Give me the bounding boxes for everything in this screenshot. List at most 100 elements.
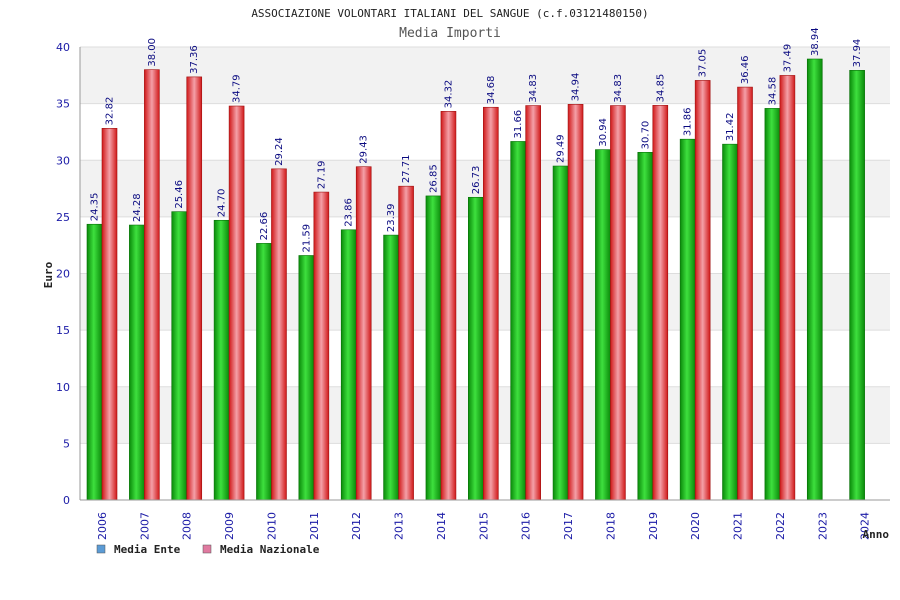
data-label-media-ente: 26.73: [471, 166, 482, 195]
x-tick-label: 2015: [477, 512, 490, 540]
data-label-media-nazionale: 34.79: [232, 74, 243, 103]
bar-media-ente: [340, 229, 357, 501]
legend: Media Ente Media Nazionale: [96, 543, 320, 556]
data-label-media-nazionale: 34.83: [613, 74, 624, 103]
x-tick-label: 2008: [181, 512, 194, 540]
data-label-media-ente: 31.66: [513, 110, 524, 139]
y-tick-label: 25: [56, 211, 70, 224]
bar-media-ente: [171, 211, 188, 501]
data-label-media-nazionale: 36.46: [740, 55, 751, 84]
y-tick-label: 35: [56, 98, 70, 111]
bar-media-ente: [383, 234, 399, 501]
bar-media-ente: [595, 149, 611, 501]
legend-swatch-media-nazionale: [202, 544, 212, 554]
bar-media-ente: [806, 58, 823, 501]
bar-media-nazionale: [144, 69, 160, 501]
bar-media-ente: [256, 243, 272, 501]
bar-media-ente: [679, 138, 696, 501]
data-label-media-nazionale: 34.85: [655, 74, 666, 103]
bar-media-nazionale: [186, 76, 203, 501]
data-label-media-ente: 31.42: [725, 113, 736, 142]
bar-media-ente: [425, 195, 442, 501]
bar-media-ente: [129, 224, 145, 501]
data-label-media-ente: 37.94: [852, 39, 863, 68]
y-tick-label: 20: [56, 268, 70, 281]
chart-subtitle: Media Importi: [399, 26, 501, 41]
bar-media-nazionale: [313, 191, 330, 501]
x-tick-label: 2019: [647, 512, 660, 540]
data-label-media-nazionale: 29.24: [274, 137, 285, 166]
data-label-media-nazionale: 34.83: [528, 74, 539, 103]
data-label-media-nazionale: 37.36: [189, 45, 200, 74]
y-tick-labels: 0 5 10 15 20 25 30 35 40: [56, 41, 70, 507]
bar-media-nazionale: [694, 80, 711, 501]
bar-media-nazionale: [398, 185, 414, 501]
x-tick-label: 2020: [689, 512, 702, 540]
data-label-media-ente: 30.94: [598, 118, 609, 147]
data-label-media-ente: 29.49: [556, 134, 567, 163]
x-tick-label: 2007: [138, 512, 151, 540]
bar-media-ente: [510, 141, 526, 501]
data-label-media-ente: 22.66: [259, 212, 270, 241]
bar-media-ente: [552, 165, 569, 501]
data-label-media-nazionale: 32.82: [105, 97, 116, 126]
bar-media-nazionale: [610, 105, 626, 501]
x-tick-label: 2011: [308, 512, 321, 540]
legend-label-media-ente: Media Ente: [114, 543, 181, 556]
y-tick-label: 30: [56, 154, 70, 167]
bar-media-nazionale: [779, 75, 796, 501]
bar-media-nazionale: [101, 128, 118, 501]
data-label-media-ente: 24.70: [217, 189, 228, 218]
bar-media-nazionale: [525, 105, 541, 501]
x-tick-label: 2023: [816, 512, 829, 540]
x-axis-label: Anno: [863, 528, 890, 541]
x-tick-label: 2013: [393, 512, 406, 540]
bar-media-nazionale: [737, 86, 753, 501]
bar-media-ente: [298, 255, 315, 501]
data-label-media-nazionale: 37.05: [698, 49, 709, 78]
bar-media-nazionale: [440, 111, 457, 501]
data-label-media-ente: 24.28: [132, 193, 143, 222]
x-tick-label: 2014: [435, 512, 448, 540]
bar-media-nazionale: [483, 106, 499, 501]
x-tick-label: 2024: [859, 512, 872, 540]
bar-media-ente: [86, 223, 103, 501]
data-label-media-ente: 26.85: [428, 164, 439, 193]
data-label-media-nazionale: 34.68: [486, 76, 497, 105]
bar-media-nazionale: [567, 104, 584, 501]
x-tick-label: 2016: [520, 512, 533, 540]
bar-media-ente: [764, 108, 781, 501]
data-label-media-nazionale: 27.19: [316, 160, 327, 189]
bars: 24.35 32.82 24.28 38.00 25.46 37.36 24.70 34.79…: [86, 27, 865, 501]
data-label-media-ente: 23.39: [386, 203, 397, 232]
bar-media-nazionale: [228, 105, 245, 501]
x-tick-label: 2012: [350, 512, 363, 540]
chart-title: ASSOCIAZIONE VOLONTARI ITALIANI DEL SANG…: [251, 7, 648, 20]
bar-media-ente: [213, 219, 230, 501]
y-tick-label: 5: [63, 437, 70, 450]
data-label-media-ente: 34.58: [767, 77, 778, 106]
data-label-media-nazionale: 38.00: [147, 38, 158, 67]
data-label-media-nazionale: 27.71: [401, 155, 412, 184]
x-tick-label: 2021: [732, 512, 745, 540]
y-tick-label: 10: [56, 381, 70, 394]
data-label-media-ente: 23.86: [344, 198, 355, 227]
plot-band: [80, 47, 890, 104]
y-tick-label: 0: [63, 494, 70, 507]
data-label-media-ente: 30.70: [640, 121, 651, 150]
bar-media-nazionale: [271, 168, 287, 501]
data-label-media-ente: 38.94: [810, 27, 821, 56]
data-label-media-ente: 21.59: [301, 224, 312, 253]
y-axis-label: Euro: [42, 261, 55, 288]
bar-media-nazionale: [652, 105, 669, 501]
data-label-media-ente: 31.86: [683, 108, 694, 137]
x-tick-label: 2018: [604, 512, 617, 540]
data-label-media-nazionale: 29.43: [359, 135, 370, 164]
data-label-media-ente: 24.35: [90, 193, 101, 222]
legend-label-media-nazionale: Media Nazionale: [220, 543, 320, 556]
x-tick-label: 2017: [562, 512, 575, 540]
bar-media-ente: [637, 152, 654, 501]
data-label-media-ente: 25.46: [174, 180, 185, 209]
data-label-media-nazionale: 34.32: [443, 80, 454, 109]
